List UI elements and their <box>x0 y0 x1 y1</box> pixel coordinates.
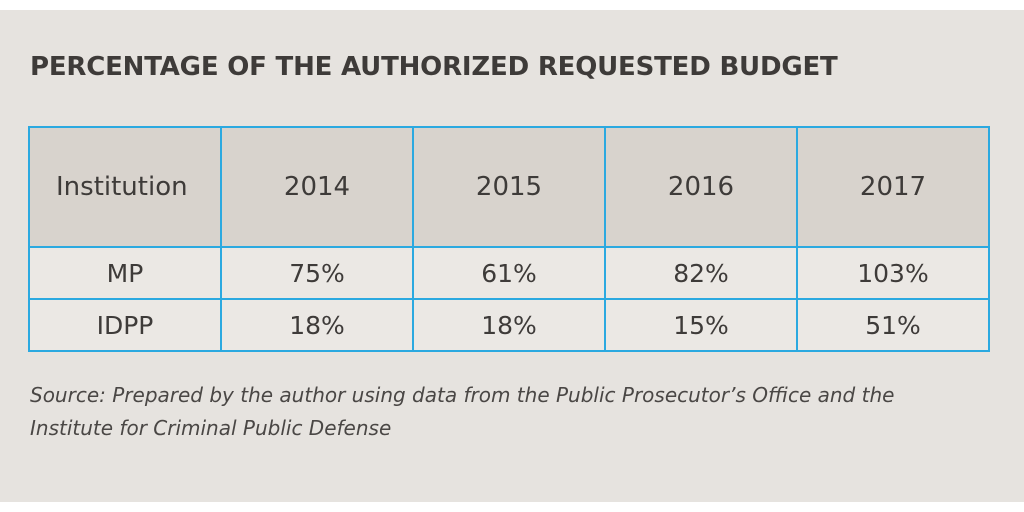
cell-mp-2015: 61% <box>412 246 606 300</box>
cell-mp-2014: 75% <box>220 246 414 300</box>
row-label-idpp: IDPP <box>28 298 222 352</box>
table-row-idpp: IDPP 18% 18% 15% 51% <box>28 298 990 352</box>
data-table: Institution 2014 2015 2016 2017 MP 75% 6… <box>28 126 990 352</box>
cell-idpp-2016: 15% <box>604 298 798 352</box>
cell-mp-2016: 82% <box>604 246 798 300</box>
figure-card: PERCENTAGE OF THE AUTHORIZED REQUESTED B… <box>0 10 1024 502</box>
column-header-institution: Institution <box>28 126 222 248</box>
chart-title: PERCENTAGE OF THE AUTHORIZED REQUESTED B… <box>30 52 838 82</box>
column-header-2016: 2016 <box>604 126 798 248</box>
source-note: Source: Prepared by the author using dat… <box>30 383 895 440</box>
cell-idpp-2015: 18% <box>412 298 606 352</box>
row-label-mp: MP <box>28 246 222 300</box>
column-header-2014: 2014 <box>220 126 414 248</box>
cell-idpp-2014: 18% <box>220 298 414 352</box>
table-row-mp: MP 75% 61% 82% 103% <box>28 246 990 300</box>
cell-idpp-2017: 51% <box>796 298 990 352</box>
column-header-2017: 2017 <box>796 126 990 248</box>
column-header-2015: 2015 <box>412 126 606 248</box>
header-row: Institution 2014 2015 2016 2017 <box>28 126 990 248</box>
cell-mp-2017: 103% <box>796 246 990 300</box>
